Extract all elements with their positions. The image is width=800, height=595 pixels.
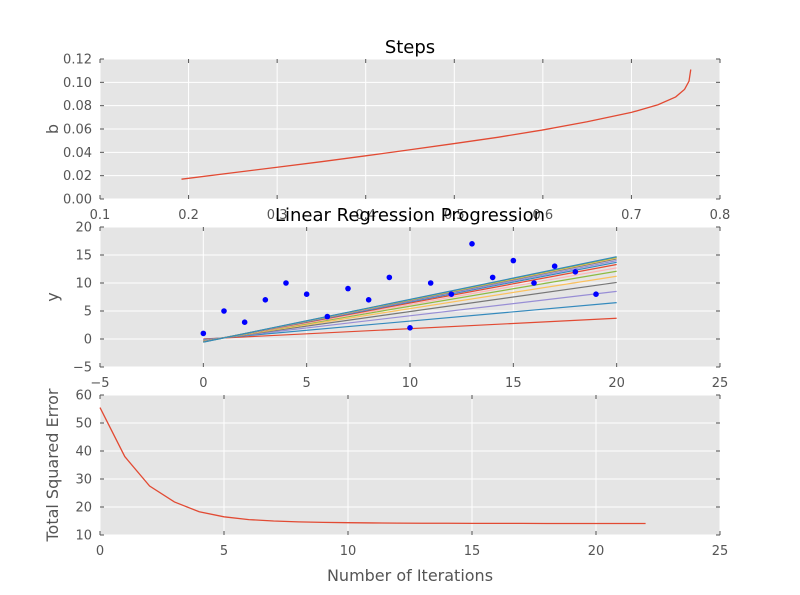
error-y-tick-label: 10	[75, 529, 92, 544]
error-y-tick-label: 40	[75, 445, 92, 460]
steps-marks	[181, 69, 692, 180]
error-grid	[99, 394, 721, 536]
steps-x-tick-label: 0.6	[533, 208, 554, 223]
regression-data-point	[407, 325, 413, 331]
steps-y-tick-label: 0.12	[63, 53, 92, 68]
regression-y-tick-label: −5	[73, 361, 92, 376]
regression-x-tick-label: 5	[303, 376, 311, 391]
steps-x-tick-label: 0.1	[90, 208, 111, 223]
steps-x-tick-label: 0.5	[444, 208, 465, 223]
error-panel: 0 5 10 15 20 25 10 20 30 40 50 60 Total Squared Err…	[43, 388, 728, 585]
regression-title: Linear Regression Progression	[275, 205, 545, 226]
error-ticks: 0 5 10 15 20 25 10 20 30 40 50 60	[75, 389, 728, 560]
regression-data-point	[469, 241, 475, 247]
regression-data-point	[262, 297, 269, 303]
regression-data-point	[489, 274, 496, 281]
error-x-tick-label: 10	[340, 544, 357, 559]
regression-x-tick-label: 25	[712, 376, 729, 391]
regression-x-tick-label: 20	[608, 376, 625, 391]
regression-y-axis-label: y	[43, 292, 62, 301]
regression-data-point	[241, 319, 248, 326]
error-x-axis-label: Number of Iterations	[327, 566, 493, 585]
regression-data-point	[386, 274, 393, 281]
regression-x-tick-label: 0	[199, 376, 207, 391]
steps-series-line-0	[181, 69, 692, 180]
regression-data-point	[200, 330, 207, 337]
regression-data-point	[510, 257, 517, 264]
error-y-tick-label: 50	[75, 417, 92, 432]
regression-data-point	[283, 280, 289, 286]
regression-data-point	[427, 280, 434, 286]
steps-x-tick-label: 0.7	[621, 208, 642, 223]
regression-y-tick-label: 20	[75, 221, 92, 236]
error-y-tick-label: 30	[75, 473, 92, 488]
regression-fit-line-1	[203, 302, 617, 341]
regression-data-point	[324, 313, 331, 320]
regression-fit-line-2	[203, 290, 617, 341]
error-y-tick-label: 20	[75, 501, 92, 516]
regression-data-point	[345, 285, 351, 292]
error-plot-area	[100, 395, 720, 535]
regression-ticks: −5 0 5 10 15 20 25 −5 0 5 10 15 20	[73, 221, 728, 392]
steps-x-tick-label: 0.2	[178, 208, 199, 223]
regression-data-point	[221, 308, 227, 314]
error-y-tick-label: 60	[75, 389, 92, 404]
error-x-tick-label: 25	[712, 544, 729, 559]
steps-x-tick-label: 0.8	[710, 208, 731, 223]
regression-x-tick-label: 15	[505, 376, 522, 391]
steps-y-tick-label: 0.10	[63, 76, 92, 91]
steps-ticks: 0.1 0.2 0.3 0.4 0.5 0.6 0.7 0.8 0.00 0.02 0.04 0.06…	[63, 53, 730, 224]
error-x-tick-label: 5	[220, 544, 228, 559]
regression-y-tick-label: 15	[75, 249, 92, 264]
regression-data-point	[448, 291, 455, 298]
steps-y-tick-label: 0.04	[63, 146, 92, 161]
regression-data-point	[572, 269, 579, 275]
regression-data-point	[531, 280, 537, 286]
steps-x-tick-label: 0.4	[355, 208, 376, 223]
steps-title: Steps	[385, 37, 435, 58]
regression-data-point	[551, 263, 558, 270]
regression-fit-line-3	[203, 281, 617, 342]
steps-y-tick-label: 0.08	[63, 99, 92, 114]
error-marks	[99, 407, 646, 525]
steps-y-tick-label: 0.06	[63, 123, 92, 138]
regression-marks	[200, 241, 617, 343]
error-x-tick-label: 20	[588, 544, 605, 559]
steps-y-tick-label: 0.02	[63, 169, 92, 184]
error-y-axis-label: Total Squared Error	[43, 388, 62, 542]
regression-panel: −5 0 5 10 15 20 25 −5 0 5 10 15 20 Linear Regression…	[43, 205, 728, 391]
error-series-line-0	[99, 407, 646, 525]
regression-fit-line-13	[203, 256, 617, 343]
regression-y-tick-label: 10	[75, 277, 92, 292]
steps-panel: 0.1 0.2 0.3 0.4 0.5 0.6 0.7 0.8 0.00 0.02 0.04 0.06…	[43, 37, 730, 223]
error-x-tick-label: 15	[464, 544, 481, 559]
regression-y-tick-label: 0	[84, 333, 92, 348]
regression-data-point	[303, 291, 310, 298]
steps-y-axis-label: b	[43, 124, 62, 134]
steps-x-tick-label: 0.3	[267, 208, 288, 223]
error-x-tick-label: 0	[96, 544, 104, 559]
steps-y-tick-label: 0.00	[63, 193, 92, 208]
regression-x-tick-label: 10	[402, 376, 419, 391]
regression-y-tick-label: 5	[84, 305, 92, 320]
regression-data-point	[365, 297, 372, 303]
regression-data-point	[593, 291, 599, 298]
regression-x-tick-label: −5	[90, 376, 109, 391]
